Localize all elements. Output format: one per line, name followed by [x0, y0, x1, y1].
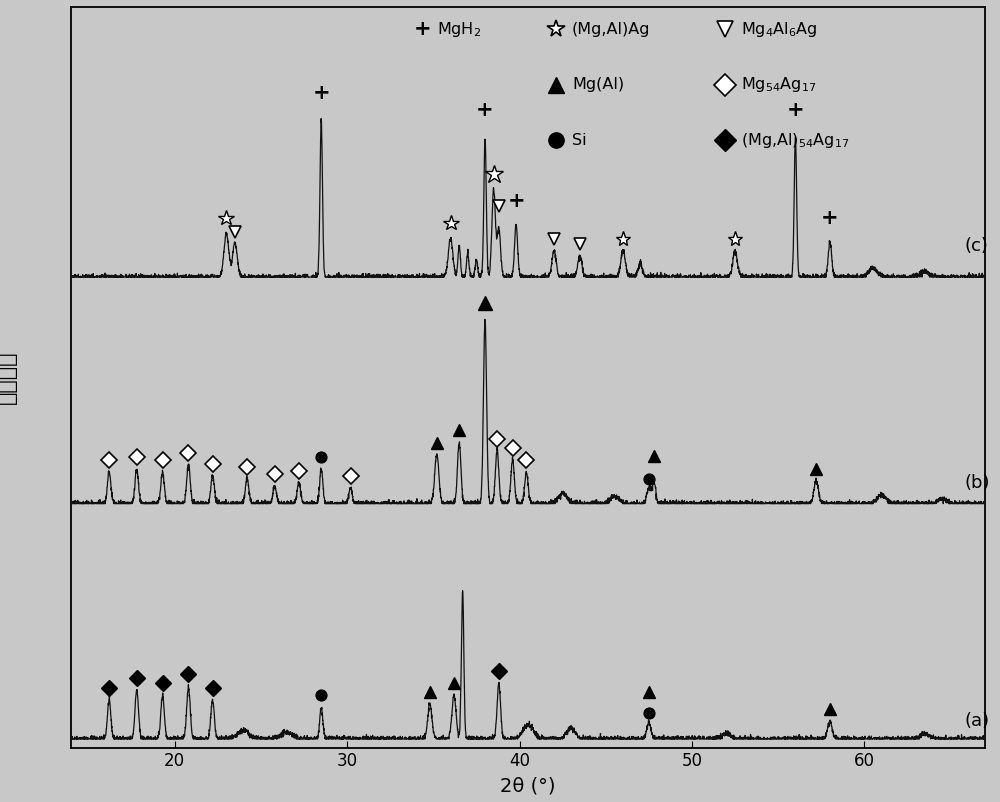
Text: Mg$_{54}$Ag$_{17}$: Mg$_{54}$Ag$_{17}$ [741, 75, 816, 94]
Text: Mg$_4$Al$_6$Ag: Mg$_4$Al$_6$Ag [741, 20, 818, 38]
Text: +: + [414, 19, 432, 39]
X-axis label: 2θ (°): 2θ (°) [500, 776, 556, 795]
Text: +: + [476, 100, 494, 120]
Text: (c): (c) [964, 237, 988, 255]
Text: +: + [821, 209, 839, 229]
Text: +: + [507, 191, 525, 211]
Text: MgH$_2$: MgH$_2$ [437, 20, 481, 38]
Text: Si: Si [572, 133, 587, 148]
Text: (Mg,Al)Ag: (Mg,Al)Ag [572, 22, 651, 37]
Text: (a): (a) [964, 712, 990, 731]
Text: Mg(Al): Mg(Al) [572, 77, 624, 92]
Text: 衍射強度: 衍射強度 [0, 350, 17, 404]
Text: (Mg,Al)$_{54}$Ag$_{17}$: (Mg,Al)$_{54}$Ag$_{17}$ [741, 131, 849, 150]
Text: +: + [312, 83, 330, 103]
Text: (b): (b) [964, 474, 990, 492]
Text: +: + [787, 100, 804, 120]
